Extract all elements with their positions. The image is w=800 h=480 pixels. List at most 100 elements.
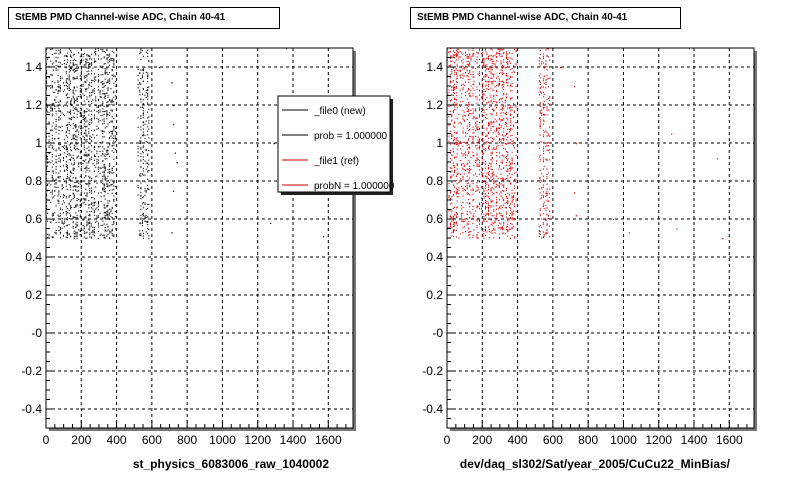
data-point: [488, 207, 489, 209]
data-point: [461, 52, 463, 54]
data-point: [78, 148, 80, 150]
data-point: [547, 56, 549, 58]
data-point: [71, 56, 73, 58]
data-point: [455, 103, 457, 105]
data-point: [475, 145, 477, 147]
data-point: [546, 232, 548, 234]
data-point: [488, 209, 489, 211]
data-point: [55, 121, 57, 123]
data-point: [70, 103, 72, 105]
data-point: [111, 189, 113, 191]
data-point: [68, 132, 70, 134]
data-point: [107, 216, 109, 218]
data-point: [542, 195, 544, 197]
data-point: [66, 136, 68, 138]
data-point: [61, 77, 63, 79]
data-point: [479, 114, 480, 116]
data-point: [504, 105, 506, 107]
data-point: [51, 63, 53, 65]
data-point: [469, 237, 471, 239]
data-point: [496, 186, 498, 188]
data-point: [483, 237, 485, 239]
data-point: [147, 86, 149, 88]
y-tick-label: 1: [436, 136, 443, 150]
data-point: [500, 112, 502, 114]
data-point: [55, 52, 57, 54]
data-point: [148, 122, 150, 124]
data-point: [79, 180, 81, 182]
data-point: [46, 207, 48, 210]
data-point: [113, 63, 115, 65]
data-point: [466, 193, 468, 195]
data-point: [485, 200, 486, 202]
data-point: [142, 114, 144, 116]
data-point: [145, 149, 147, 151]
data-point: [463, 220, 465, 222]
data-point: [459, 173, 461, 175]
data-point: [479, 73, 480, 75]
data-point: [488, 146, 489, 148]
data-point: [486, 117, 488, 120]
data-point: [86, 153, 88, 155]
data-point: [147, 98, 149, 100]
data-point: [546, 218, 548, 220]
data-point: [76, 224, 78, 226]
data-point: [113, 223, 115, 225]
data-point: [488, 76, 489, 78]
data-point: [510, 164, 512, 166]
data-point: [79, 194, 81, 196]
data-point: [514, 111, 516, 113]
data-point: [68, 68, 70, 70]
data-point: [493, 227, 495, 229]
data-point: [59, 231, 61, 233]
data-point: [455, 138, 457, 140]
data-point: [107, 214, 109, 216]
data-point: [479, 148, 480, 150]
data-point: [503, 204, 505, 206]
data-point: [46, 70, 48, 72]
data-point: [539, 77, 541, 79]
data-point: [58, 144, 60, 146]
data-point: [470, 212, 472, 214]
data-point: [70, 206, 72, 208]
data-point: [513, 226, 515, 228]
data-point: [75, 178, 77, 180]
data-point: [477, 217, 479, 219]
data-point: [503, 52, 505, 54]
data-point: [103, 211, 105, 214]
data-point: [145, 190, 147, 192]
data-point: [99, 90, 101, 92]
data-point: [501, 119, 503, 121]
data-point: [140, 188, 142, 190]
data-point: [539, 84, 541, 86]
data-point: [469, 95, 471, 97]
data-point: [93, 198, 95, 200]
data-point: [477, 165, 479, 167]
data-point: [137, 187, 139, 189]
data-point: [70, 214, 72, 216]
data-point: [113, 75, 115, 78]
data-point: [140, 159, 142, 161]
data-point: [88, 167, 90, 170]
data-point: [482, 82, 484, 84]
data-point: [46, 177, 48, 179]
data-point: [46, 82, 48, 84]
data-point: [173, 124, 175, 126]
data-point: [456, 189, 458, 191]
data-point: [485, 76, 486, 78]
data-point: [88, 109, 90, 111]
data-point: [109, 217, 111, 220]
data-point: [472, 49, 474, 52]
data-point: [538, 230, 540, 232]
data-point: [486, 142, 488, 144]
data-point: [469, 62, 471, 64]
data-point: [514, 203, 516, 205]
data-point: [543, 65, 545, 68]
data-point: [97, 162, 99, 164]
data-point: [468, 147, 470, 149]
data-point: [490, 73, 492, 75]
data-point: [511, 219, 513, 221]
data-point: [51, 179, 53, 181]
data-point: [546, 131, 548, 133]
